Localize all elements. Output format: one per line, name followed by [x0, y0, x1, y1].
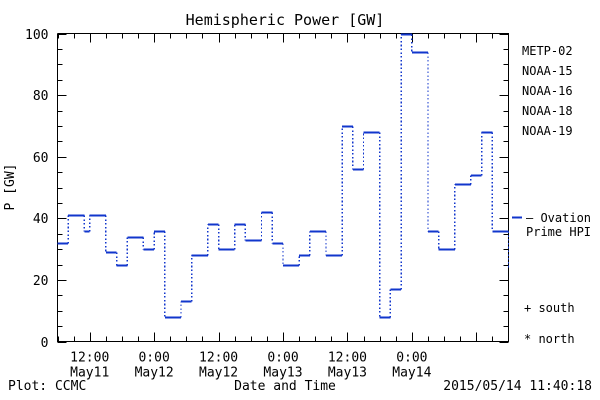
y-tick-label: 100	[25, 28, 48, 43]
x-tick-label-date: May11	[70, 366, 109, 381]
plot-frame	[56, 32, 510, 343]
legend-item-noaa-18: NOAA-18	[522, 104, 573, 118]
series-ovation-prime-hpi	[57, 33, 510, 319]
plot-source-label: Plot: CCMC	[8, 379, 86, 394]
data-series-ovation-prime-hpi	[57, 33, 510, 319]
x-tick-label-time: 12:00	[199, 351, 238, 366]
x-tick-label-time: 0:00	[138, 351, 169, 366]
y-tick-label: 40	[33, 212, 49, 227]
x-tick-label-date: May14	[392, 366, 431, 381]
legend-item-ovation-prime-hpi-line2: Prime HPI	[526, 225, 591, 239]
x-tick-label-date: May13	[263, 366, 302, 381]
legend-item-noaa-16: NOAA-16	[522, 84, 573, 98]
x-tick-label-time: 0:00	[396, 351, 427, 366]
x-tick-label-date: May12	[135, 366, 174, 381]
legend-item-ovation-prime-hpi: — Ovation	[526, 211, 591, 225]
x-axis-title: Date and Time	[234, 379, 336, 394]
y-axis-title: P [GW]	[3, 164, 18, 211]
legend-marker-north: * north	[524, 332, 575, 346]
x-tick-label-date: May12	[199, 366, 238, 381]
legend-marker-south: + south	[524, 301, 575, 315]
legend-item-noaa-15: NOAA-15	[522, 64, 573, 78]
generation-timestamp: 2015/05/14 11:40:18	[443, 379, 592, 394]
x-tick-label-time: 12:00	[70, 351, 109, 366]
x-tick-label-time: 0:00	[267, 351, 298, 366]
x-tick-label-date: May13	[328, 366, 367, 381]
x-axis: 12:00May110:00May1212:00May120:00May1312…	[57, 33, 494, 381]
y-tick-label: 60	[33, 151, 49, 166]
page-title: Hemispheric Power [GW]	[186, 11, 385, 29]
legend: METP-02 NOAA-15 NOAA-16 NOAA-18 NOAA-19 — Ova…	[512, 44, 591, 346]
y-tick-label: 0	[41, 336, 49, 351]
x-tick-label-time: 12:00	[328, 351, 367, 366]
y-tick-label: 20	[33, 274, 49, 289]
legend-item-metp-02: METP-02	[522, 44, 573, 58]
y-tick-label: 80	[33, 89, 49, 104]
legend-item-noaa-19: NOAA-19	[522, 124, 573, 138]
y-axis: 0 20 40 60 80 100	[25, 28, 509, 351]
